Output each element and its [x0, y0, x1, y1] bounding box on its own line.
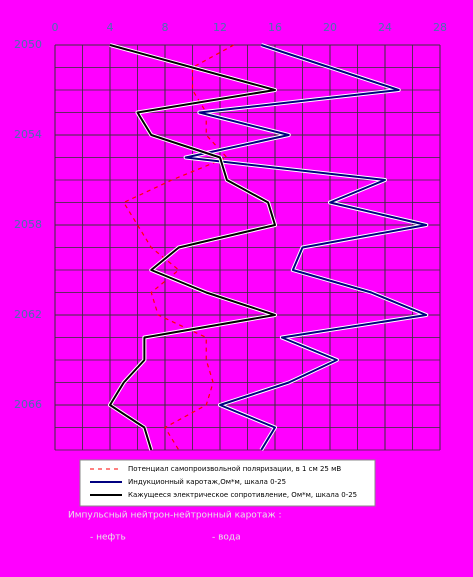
x-tick-label: 28 — [433, 21, 447, 34]
x-tick-label: 20 — [323, 21, 337, 34]
y-tick-label: 2050 — [14, 38, 42, 51]
legend-label: Индукционный каротаж,Ом*м, шкала 0-25 — [128, 478, 286, 486]
note: - вода — [212, 533, 241, 543]
x-tick-label: 16 — [268, 21, 282, 34]
note: Импульсный нейтрон-нейтронный каротаж : — [68, 511, 282, 521]
series-line — [184, 44, 428, 451]
legend-box — [79, 459, 376, 507]
y-tick-label: 2058 — [14, 218, 42, 231]
legend-label: Кажущееся электрическое сопротивление, О… — [128, 491, 357, 499]
x-tick-label: 0 — [52, 21, 59, 34]
y-tick-label: 2066 — [14, 398, 42, 411]
y-tick-label: 2062 — [14, 308, 42, 321]
y-tick-label: 2054 — [14, 128, 42, 141]
x-tick-label: 24 — [378, 21, 392, 34]
x-tick-label: 4 — [107, 21, 114, 34]
series-line — [109, 44, 276, 451]
note: - нефть — [90, 533, 126, 543]
legend-label: Потенциал самопроизвольной поляризации, … — [128, 465, 341, 473]
x-tick-label: 8 — [162, 21, 169, 34]
x-tick-label: 12 — [213, 21, 227, 34]
series-line — [123, 44, 235, 451]
